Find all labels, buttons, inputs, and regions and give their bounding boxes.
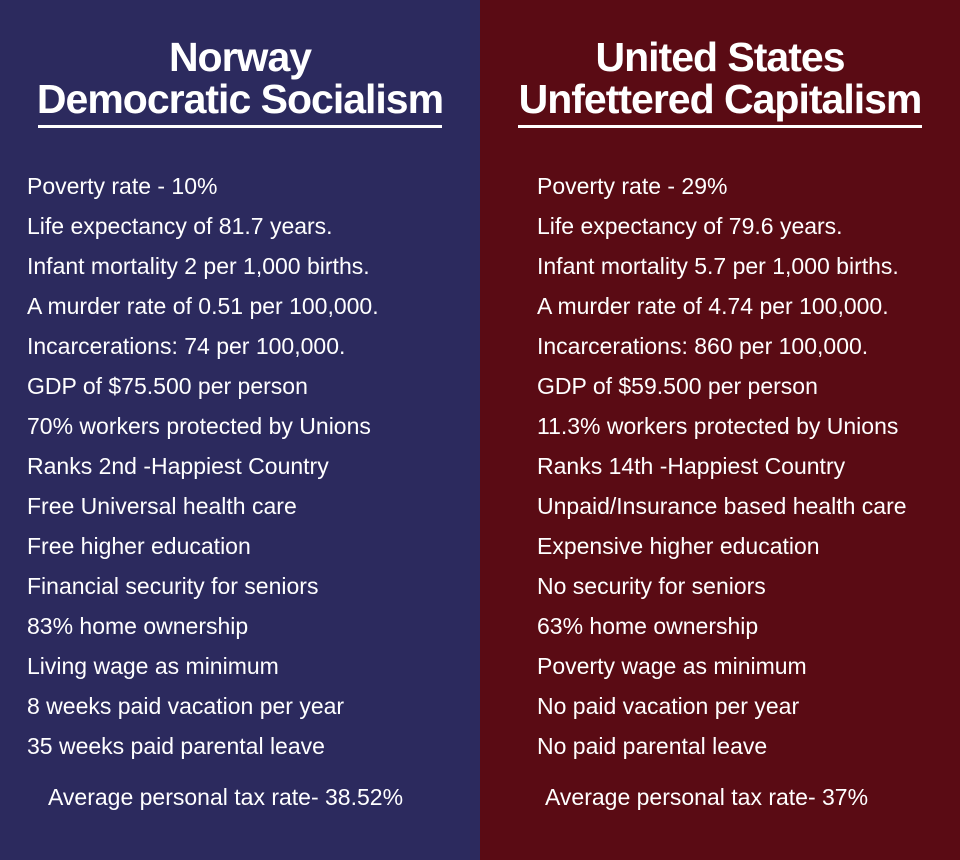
usa-facts-list: Poverty rate - 29% Life expectancy of 79… bbox=[537, 166, 907, 766]
norway-title: Norway Democratic Socialism bbox=[0, 0, 480, 120]
norway-title-underline bbox=[38, 125, 442, 128]
norway-fact: 8 weeks paid vacation per year bbox=[27, 693, 345, 719]
norway-fact: GDP of $75.500 per person bbox=[27, 373, 308, 399]
norway-column: Norway Democratic Socialism Poverty rate… bbox=[0, 0, 480, 860]
usa-title-line1: United States bbox=[595, 34, 846, 80]
usa-title: United States Unfettered Capitalism bbox=[480, 0, 960, 120]
usa-fact: No paid parental leave bbox=[537, 733, 768, 759]
usa-fact: Poverty rate - 29% bbox=[537, 173, 728, 199]
norway-fact: Free higher education bbox=[27, 533, 251, 559]
usa-fact: Infant mortality 5.7 per 1,000 births. bbox=[537, 253, 899, 279]
usa-tax-rate: Average personal tax rate- 37% bbox=[545, 784, 869, 810]
norway-title-line2: Democratic Socialism bbox=[36, 76, 444, 122]
usa-fact: 63% home ownership bbox=[537, 613, 759, 639]
usa-column: United States Unfettered Capitalism Pove… bbox=[480, 0, 960, 860]
norway-tax-rate: Average personal tax rate- 38.52% bbox=[48, 784, 404, 810]
norway-fact: 70% workers protected by Unions bbox=[27, 413, 371, 439]
norway-fact: Poverty rate - 10% bbox=[27, 173, 218, 199]
usa-fact: Incarcerations: 860 per 100,000. bbox=[537, 333, 869, 359]
norway-fact: 35 weeks paid parental leave bbox=[27, 733, 325, 759]
norway-fact: Financial security for seniors bbox=[27, 573, 319, 599]
norway-fact: Ranks 2nd -Happiest Country bbox=[27, 453, 329, 479]
norway-fact: Living wage as minimum bbox=[27, 653, 279, 679]
usa-fact: 11.3% workers protected by Unions bbox=[537, 413, 899, 439]
norway-title-line1: Norway bbox=[168, 34, 312, 80]
usa-fact: Ranks 14th -Happiest Country bbox=[537, 453, 846, 479]
usa-title-line2: Unfettered Capitalism bbox=[518, 76, 923, 122]
norway-fact: Free Universal health care bbox=[27, 493, 297, 519]
norway-fact: 83% home ownership bbox=[27, 613, 249, 639]
usa-fact: Expensive higher education bbox=[537, 533, 820, 559]
usa-fact: Life expectancy of 79.6 years. bbox=[537, 213, 843, 239]
usa-fact: No paid vacation per year bbox=[537, 693, 800, 719]
norway-fact: A murder rate of 0.51 per 100,000. bbox=[27, 293, 379, 319]
norway-fact: Infant mortality 2 per 1,000 births. bbox=[27, 253, 370, 279]
usa-title-underline bbox=[518, 125, 922, 128]
usa-fact: GDP of $59.500 per person bbox=[537, 373, 818, 399]
usa-fact: A murder rate of 4.74 per 100,000. bbox=[537, 293, 889, 319]
usa-fact: Unpaid/Insurance based health care bbox=[537, 493, 907, 519]
norway-facts-list: Poverty rate - 10% Life expectancy of 81… bbox=[27, 166, 379, 766]
usa-fact: Poverty wage as minimum bbox=[537, 653, 807, 679]
norway-fact: Incarcerations: 74 per 100,000. bbox=[27, 333, 346, 359]
norway-fact: Life expectancy of 81.7 years. bbox=[27, 213, 333, 239]
usa-fact: No security for seniors bbox=[537, 573, 766, 599]
